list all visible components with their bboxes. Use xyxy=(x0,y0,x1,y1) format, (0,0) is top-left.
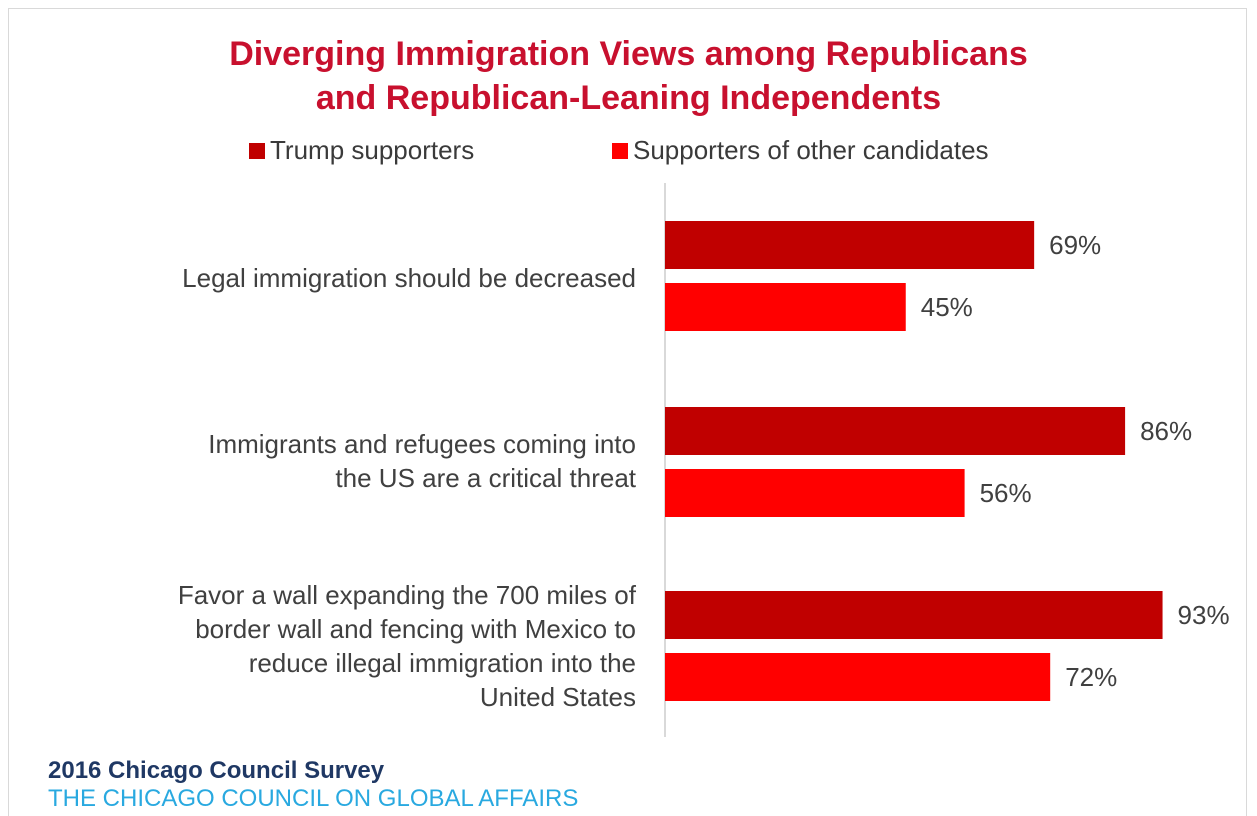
footer-organization: THE CHICAGO COUNCIL ON GLOBAL AFFAIRS xyxy=(48,785,579,812)
legend: Trump supporters Supporters of other can… xyxy=(0,135,1257,169)
data-label-other-candidates-1: 56% xyxy=(980,478,1032,508)
category-label-line: Immigrants and refugees coming into xyxy=(208,429,636,459)
chart-title-line-1: Diverging Immigration Views among Republ… xyxy=(229,35,1028,73)
category-label-legal-immigration: Legal immigration should be decreased xyxy=(36,261,636,295)
category-label-line: border wall and fencing with Mexico to xyxy=(195,614,636,644)
category-label-line: the US are a critical threat xyxy=(335,463,636,493)
chart-title-line-2: and Republican-Leaning Independents xyxy=(315,79,942,117)
bar-other-candidates-1 xyxy=(665,469,965,517)
footer-survey-name: 2016 Chicago Council Survey xyxy=(48,757,385,784)
category-label-line: United States xyxy=(479,682,636,712)
bar-trump-supporters-1 xyxy=(665,407,1126,455)
category-label-line: Legal immigration should be decreased xyxy=(182,263,636,293)
legend-swatch-other xyxy=(612,142,628,159)
category-label-line: Favor a wall expanding the 700 miles of xyxy=(177,580,636,610)
legend-swatch-trump xyxy=(249,142,265,159)
category-label-critical-threat: Immigrants and refugees coming into the … xyxy=(36,427,636,495)
chart-title: Diverging Immigration Views among Republ… xyxy=(0,32,1257,120)
bar-other-candidates-0 xyxy=(665,283,906,331)
data-label-other-candidates-0: 45% xyxy=(921,292,973,322)
bar-trump-supporters-2 xyxy=(665,591,1163,639)
data-label-trump-supporters-0: 69% xyxy=(1049,230,1101,260)
data-label-trump-supporters-2: 93% xyxy=(1178,600,1230,630)
category-label-line: reduce illegal immigration into the xyxy=(248,648,636,678)
data-label-other-candidates-2: 72% xyxy=(1065,662,1117,692)
legend-label-other: Supporters of other candidates xyxy=(633,135,989,165)
chart-frame xyxy=(8,8,1247,816)
bar-trump-supporters-0 xyxy=(665,221,1035,269)
legend-item-other: Supporters of other candidates xyxy=(612,135,989,166)
bar-other-candidates-2 xyxy=(665,653,1051,701)
data-label-trump-supporters-1: 86% xyxy=(1140,416,1192,446)
category-label-border-wall: Favor a wall expanding the 700 miles of … xyxy=(36,578,636,714)
legend-item-trump: Trump supporters xyxy=(249,135,474,166)
legend-label-trump: Trump supporters xyxy=(270,135,475,165)
